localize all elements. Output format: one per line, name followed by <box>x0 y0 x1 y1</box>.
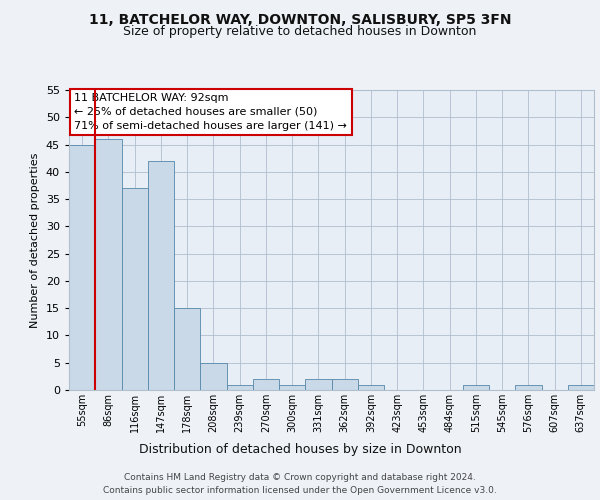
Bar <box>463 384 489 390</box>
Text: 11, BATCHELOR WAY, DOWNTON, SALISBURY, SP5 3FN: 11, BATCHELOR WAY, DOWNTON, SALISBURY, S… <box>89 12 511 26</box>
Bar <box>95 139 121 390</box>
Text: Contains HM Land Registry data © Crown copyright and database right 2024.: Contains HM Land Registry data © Crown c… <box>124 472 476 482</box>
Bar <box>331 379 358 390</box>
Bar <box>200 362 227 390</box>
Text: Contains public sector information licensed under the Open Government Licence v3: Contains public sector information licen… <box>103 486 497 495</box>
Bar <box>227 384 253 390</box>
Bar <box>253 379 279 390</box>
Text: Size of property relative to detached houses in Downton: Size of property relative to detached ho… <box>124 25 476 38</box>
Bar <box>305 379 331 390</box>
Y-axis label: Number of detached properties: Number of detached properties <box>30 152 40 328</box>
Bar <box>174 308 200 390</box>
Bar <box>69 144 95 390</box>
Bar <box>279 384 305 390</box>
Bar <box>121 188 148 390</box>
Bar <box>568 384 594 390</box>
Text: 11 BATCHELOR WAY: 92sqm
← 25% of detached houses are smaller (50)
71% of semi-de: 11 BATCHELOR WAY: 92sqm ← 25% of detache… <box>74 93 347 131</box>
Bar <box>515 384 542 390</box>
Bar <box>358 384 384 390</box>
Text: Distribution of detached houses by size in Downton: Distribution of detached houses by size … <box>139 442 461 456</box>
Bar <box>148 161 174 390</box>
